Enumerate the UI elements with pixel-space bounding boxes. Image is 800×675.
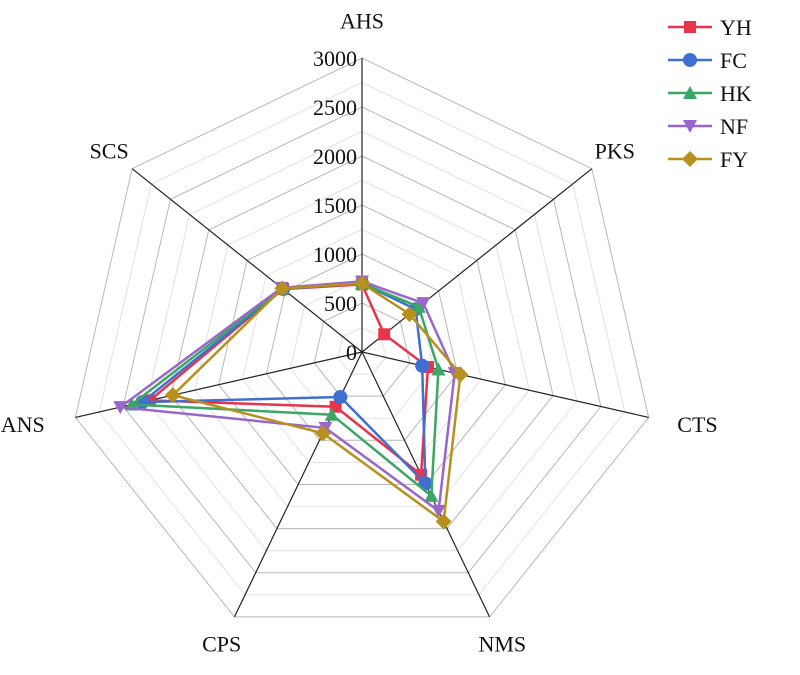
data-point-nf-nms <box>431 504 446 518</box>
series-line-nf <box>116 280 456 514</box>
tick-label: 2500 <box>313 95 357 120</box>
grid-ring <box>98 82 626 596</box>
legend-item-fy: FY <box>668 147 748 172</box>
data-point-fy-cts <box>452 366 469 383</box>
axis-label-cps: CPS <box>202 631 241 656</box>
axis-label-ahs: AHS <box>340 9 384 34</box>
data-point-fy-pks <box>401 306 418 323</box>
data-point-fc-cts <box>415 358 430 373</box>
data-point-fy-scs <box>274 280 291 297</box>
axis-spokes <box>75 58 649 618</box>
legend-item-yh: YH <box>668 15 752 40</box>
axis-spoke-scs <box>131 168 363 353</box>
axis-label-pks: PKS <box>595 138 635 163</box>
series-line-fc <box>138 282 427 487</box>
axis-label-cts: CTS <box>677 412 717 437</box>
data-point-hk-pks <box>411 299 426 313</box>
axis-label-nms: NMS <box>478 631 526 656</box>
data-point-nf-ans <box>113 401 128 415</box>
tick-label: 3000 <box>313 46 357 71</box>
legend: YH FC HK NF FY <box>668 15 752 172</box>
data-point-fy-nms <box>435 513 452 530</box>
data-point-nf-pks <box>416 297 431 311</box>
data-point-yh-pks <box>378 328 391 341</box>
series-fy <box>164 275 469 530</box>
grid-ring <box>313 302 411 397</box>
grid-ring <box>218 204 506 485</box>
data-point-fc-cps <box>333 390 348 405</box>
series-line-yh <box>146 283 430 478</box>
axis-labels: AHS PKS CTS NMS CPS ANS SCS <box>1 9 718 657</box>
legend-label: NF <box>720 114 748 139</box>
legend-label: HK <box>720 81 752 106</box>
series-line-fy <box>170 282 462 524</box>
legend-marker <box>682 151 698 167</box>
grid-ring <box>170 155 554 530</box>
legend-label: YH <box>720 15 752 40</box>
data-point-hk-cts <box>431 362 446 376</box>
series-fc <box>135 276 433 491</box>
tick-label: 0 <box>346 340 357 365</box>
grid-ring <box>122 106 602 574</box>
grid-ring <box>146 131 578 552</box>
grid-ring <box>194 180 530 507</box>
axis-spoke-cts <box>361 351 649 419</box>
tick-labels: 0 500 1000 1500 2000 2500 3000 <box>313 46 357 365</box>
legend-item-hk: HK <box>668 81 752 106</box>
tick-label: 2000 <box>313 144 357 169</box>
legend-item-fc: FC <box>668 48 747 73</box>
data-point-fy-ahs <box>354 275 370 292</box>
legend-label: FC <box>720 48 747 73</box>
series-line-hk <box>128 282 440 499</box>
data-point-hk-cps <box>324 407 339 421</box>
tick-label: 1500 <box>313 193 357 218</box>
data-point-fy-cps <box>314 425 331 442</box>
axis-spoke-pks <box>361 168 593 353</box>
tick-label: 500 <box>324 291 357 316</box>
axis-label-scs: SCS <box>90 138 129 163</box>
series-layer <box>113 275 469 530</box>
legend-label: FY <box>720 147 748 172</box>
legend-item-nf: NF <box>668 114 748 139</box>
legend-marker <box>683 53 697 67</box>
axis-label-ans: ANS <box>1 412 45 437</box>
legend-marker <box>683 86 697 99</box>
data-point-hk-nms <box>424 488 439 502</box>
tick-label: 1000 <box>313 242 357 267</box>
legend-marker <box>684 21 696 33</box>
legend-marker <box>683 120 697 133</box>
grid-ring <box>74 57 650 618</box>
data-point-fy-ans <box>164 387 181 404</box>
